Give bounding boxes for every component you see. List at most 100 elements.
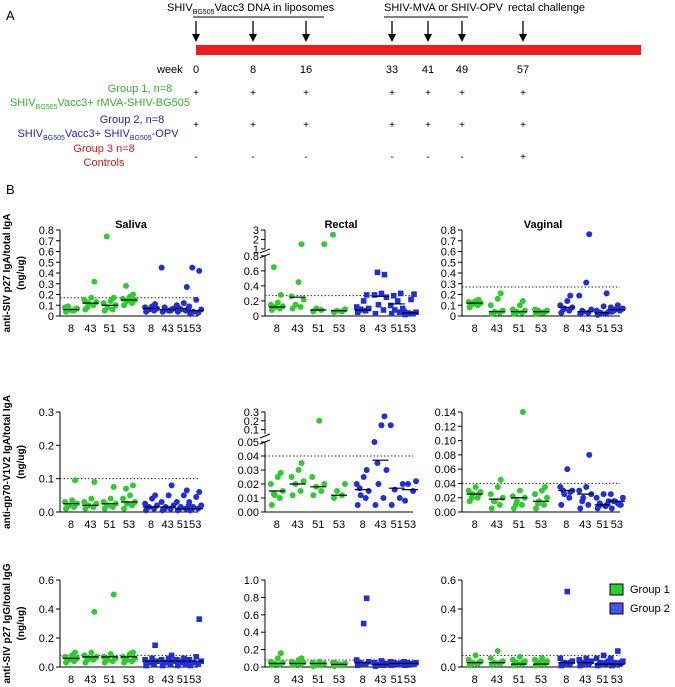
- data-point: [603, 290, 610, 297]
- y-tick-label: 0: [253, 311, 259, 323]
- x-tick-label: 43: [491, 674, 503, 686]
- data-point: [198, 502, 205, 509]
- data-point: [512, 309, 519, 316]
- y-tick-label: 0.02: [238, 479, 259, 491]
- data-point: [371, 292, 378, 298]
- timeline-arrow-head: [519, 34, 527, 42]
- schedule-mark: +: [459, 88, 465, 99]
- schedule-mark: -: [304, 152, 307, 163]
- row-y-label: (ng/ug): [16, 445, 27, 479]
- data-point: [468, 661, 475, 668]
- data-point: [270, 490, 277, 497]
- data-point: [321, 241, 328, 248]
- data-point: [340, 662, 346, 669]
- data-point: [472, 484, 479, 490]
- timeline-arrow-head: [388, 34, 396, 42]
- y-tick-label: 0.0: [39, 507, 54, 519]
- week-tick-label: 33: [386, 64, 398, 76]
- data-point: [173, 499, 180, 505]
- data-point: [586, 451, 593, 458]
- data-point: [567, 489, 574, 495]
- y-tick-label: 0.7: [39, 236, 54, 248]
- data-point: [362, 495, 369, 501]
- data-point: [618, 659, 624, 666]
- chart-r2c1: 0.00.10.20.38 43 51 53 8 43 51 53: [39, 407, 205, 531]
- y-tick-label: 0.4: [441, 604, 456, 616]
- data-point: [619, 494, 626, 501]
- data-point: [110, 591, 117, 598]
- data-point: [512, 501, 519, 508]
- timeline-arrow-head: [424, 34, 432, 42]
- data-point: [295, 279, 302, 286]
- x-tick-label: 51: [177, 323, 189, 335]
- data-point: [121, 302, 127, 309]
- y-tick-label: 0.3: [244, 407, 259, 419]
- data-point: [567, 292, 574, 299]
- week-tick-label: 57: [517, 64, 529, 76]
- data-point: [143, 662, 149, 669]
- y-tick-label: 0.6: [244, 266, 259, 278]
- x-tick-label: 53: [189, 519, 201, 531]
- data-point: [362, 661, 369, 668]
- data-point: [378, 658, 385, 664]
- data-point: [130, 649, 136, 656]
- data-point: [120, 295, 126, 302]
- x-tick-label: 53: [189, 674, 201, 686]
- data-point: [374, 269, 381, 276]
- data-point: [566, 494, 573, 501]
- y-tick-label: 0.0: [244, 662, 259, 674]
- data-point: [375, 481, 382, 487]
- data-point: [65, 303, 72, 310]
- y-tick-label: 0.01: [238, 493, 259, 505]
- data-point: [72, 477, 79, 484]
- data-point: [397, 661, 404, 668]
- data-point: [321, 481, 328, 487]
- data-point: [465, 487, 472, 494]
- data-point: [401, 658, 407, 665]
- schedule-mark: +: [520, 120, 526, 131]
- data-point: [333, 660, 339, 667]
- x-tick-label: 53: [189, 323, 201, 335]
- data-point: [617, 501, 624, 508]
- data-point: [378, 290, 385, 297]
- y-tick-label: 0: [450, 311, 456, 323]
- x-tick-label: 53: [333, 674, 345, 686]
- data-point: [270, 264, 277, 271]
- y-tick-label: 0.08: [435, 450, 456, 462]
- data-point: [381, 413, 388, 420]
- y-tick-label: 0.6: [39, 575, 54, 587]
- data-point: [186, 656, 193, 663]
- x-tick-label: 8: [472, 674, 478, 686]
- data-point: [375, 301, 382, 308]
- y-tick-label: 0.2: [244, 416, 259, 428]
- schedule-mark: +: [389, 120, 395, 131]
- data-point: [357, 492, 364, 499]
- y-tick-label: 0.04: [238, 451, 259, 463]
- data-point: [189, 659, 196, 666]
- data-point: [388, 502, 395, 508]
- data-point: [193, 494, 200, 500]
- data-point: [387, 302, 394, 309]
- data-point: [167, 661, 174, 667]
- y-tick-label: 0.6: [441, 247, 456, 259]
- schedule-mark: -: [390, 152, 393, 163]
- data-point: [295, 467, 302, 473]
- x-tick-label: 43: [579, 674, 591, 686]
- data-point: [198, 306, 205, 313]
- data-point: [72, 649, 79, 656]
- data-point: [535, 307, 541, 314]
- x-tick-label: 51: [104, 519, 116, 531]
- x-tick-label: 51: [596, 674, 608, 686]
- y-tick-label: 0.6: [244, 610, 259, 622]
- data-point: [159, 662, 166, 669]
- data-point: [532, 491, 538, 498]
- data-point: [183, 283, 190, 290]
- data-point: [488, 505, 495, 512]
- data-point: [152, 301, 159, 308]
- data-point: [196, 489, 203, 495]
- legend-label: Group 2: [630, 603, 670, 615]
- data-point: [560, 306, 567, 313]
- row-y-label: anti-SIV p27 IgA/total IgA: [2, 214, 13, 333]
- data-point: [360, 474, 367, 480]
- data-point: [380, 307, 387, 313]
